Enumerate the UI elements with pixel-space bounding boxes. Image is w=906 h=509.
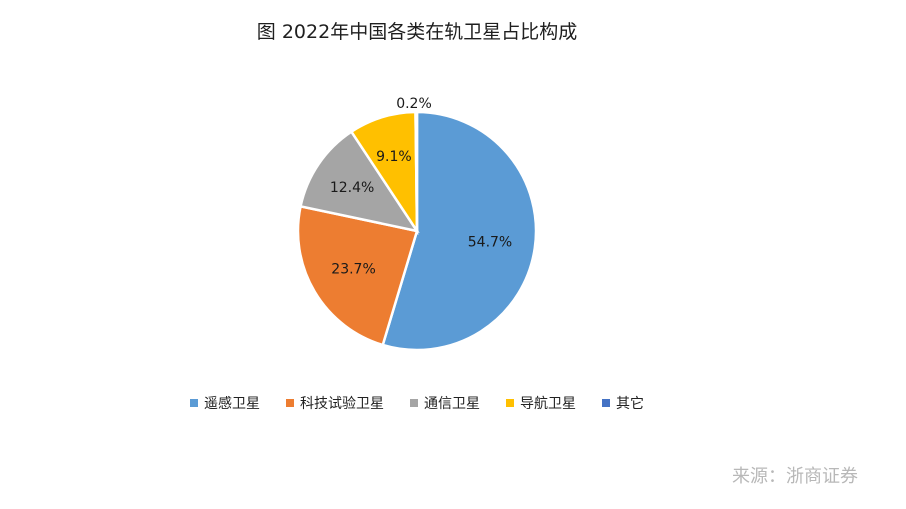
legend-item-1: 遥感卫星 [190,393,260,413]
pie-slice-3 [299,129,420,233]
legend-label: 遥感卫星 [204,396,260,412]
legend: 遥感卫星 科技试验卫星 通信卫星 导航卫星 其它 [0,393,834,413]
legend-item-4: 导航卫星 [506,393,576,413]
legend-swatch [506,399,514,407]
legend-swatch [410,399,418,407]
legend-swatch [602,399,610,407]
pie-slice-1 [381,110,538,352]
data-label-4: 9.1% [376,149,412,165]
data-label-5: 0.2% [396,96,432,112]
legend-label: 其它 [616,396,644,412]
pie-slice-2 [296,204,419,347]
data-label-2: 23.7% [331,262,375,278]
legend-item-3: 通信卫星 [410,393,480,413]
legend-label: 科技试验卫星 [300,396,384,412]
legend-swatch [190,399,198,407]
data-label-1: 54.7% [468,235,512,251]
data-label-3: 12.4% [330,180,374,196]
pie-slice-5 [414,110,419,232]
chart-title: 图 2022年中国各类在轨卫星占比构成 [256,21,578,43]
legend-label: 通信卫星 [424,396,480,412]
legend-label: 导航卫星 [520,396,576,412]
legend-item-5: 其它 [602,393,644,413]
legend-swatch [286,399,294,407]
legend-item-2: 科技试验卫星 [286,393,384,413]
source-note: 来源：浙商证券 [732,466,858,487]
